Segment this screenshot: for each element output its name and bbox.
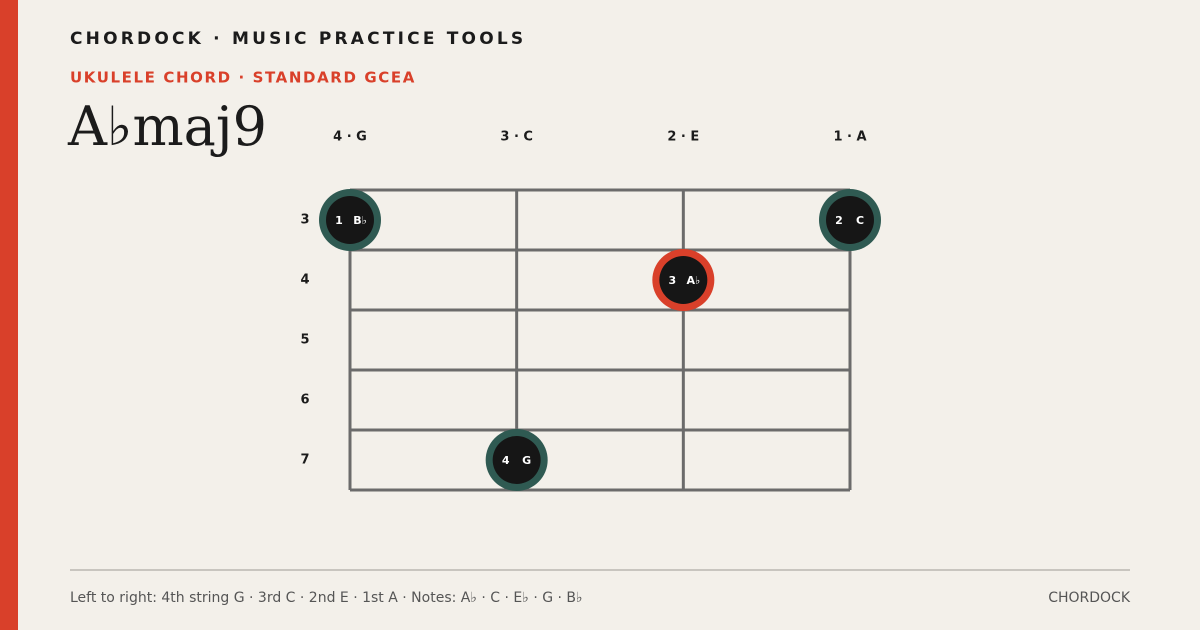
- note-name: C: [856, 214, 864, 227]
- note-name: B♭: [353, 214, 367, 227]
- finger-number: 1: [335, 214, 343, 227]
- finger-dot-core: [659, 256, 708, 304]
- string-label: 2 · E: [667, 130, 699, 145]
- finger-dot-core: [826, 196, 874, 244]
- finger-number: 3: [669, 274, 677, 287]
- string-label: 1 · A: [833, 130, 866, 145]
- fret-label: 7: [300, 453, 309, 468]
- footer-brand: CHORDOCK: [1048, 590, 1131, 606]
- fret-label: 5: [300, 333, 309, 348]
- finger-dot-core: [326, 196, 374, 244]
- fret-label: 4: [300, 273, 309, 288]
- fret-label: 3: [300, 213, 309, 228]
- fret-label: 6: [300, 393, 309, 408]
- note-name: A♭: [686, 274, 700, 287]
- subtitle: UKULELE CHORD · STANDARD GCEA: [70, 69, 416, 87]
- chord-title: A♭maj9: [67, 95, 267, 158]
- brand: CHORDOCK · MUSIC PRACTICE TOOLS: [70, 29, 526, 49]
- note-name: G: [522, 454, 531, 467]
- accent-bar: [0, 0, 18, 630]
- string-label: 4 · G: [333, 130, 367, 145]
- finger-dot-core: [492, 436, 541, 484]
- string-label: 3 · C: [500, 130, 533, 145]
- finger-number: 4: [502, 454, 510, 467]
- caption: Left to right: 4th string G · 3rd C · 2n…: [70, 590, 583, 606]
- finger-number: 2: [835, 214, 843, 227]
